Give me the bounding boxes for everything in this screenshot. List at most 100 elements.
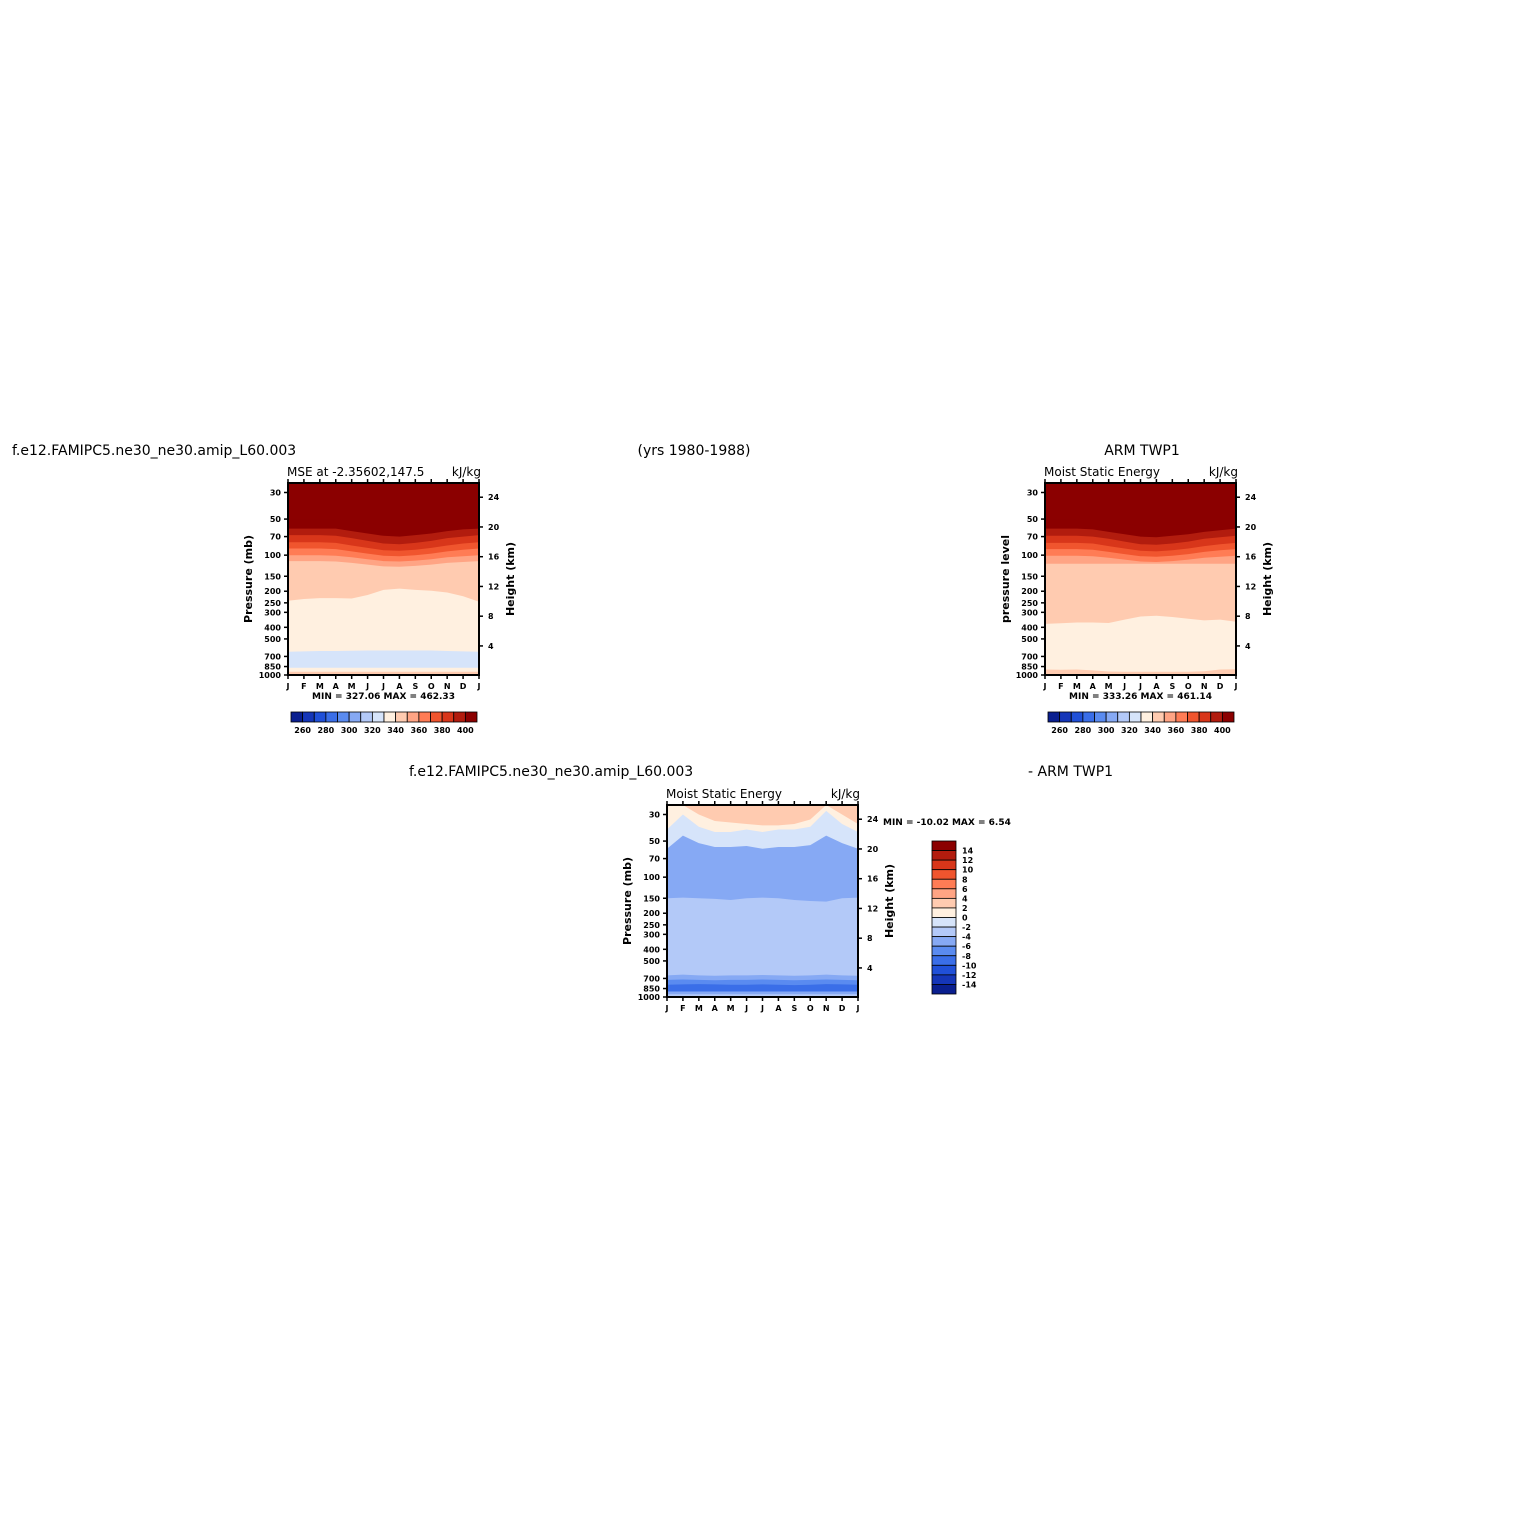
diff-colorbar-box — [931, 974, 957, 985]
diff-ytick-label: 70 — [649, 855, 661, 864]
diff-ytick-label: 400 — [643, 945, 660, 954]
model-ytick-label: 850 — [264, 663, 281, 672]
model-colorbar-box — [337, 711, 350, 723]
obs-xtick-label: S — [1169, 682, 1175, 691]
obs-colorbar-box — [1117, 711, 1130, 723]
diff-ytick-label: 150 — [643, 894, 660, 903]
obs-colorbar-box — [1140, 711, 1154, 723]
diff-xtick-label: J — [856, 1004, 860, 1013]
model-chart-title: MSE at -2.35602,147.5 — [287, 465, 424, 479]
model-colorbar-box — [464, 711, 478, 723]
diff-colorbar-box — [931, 888, 957, 899]
obs-ytick-label: 50 — [1027, 515, 1039, 524]
model-y2tick-label: 24 — [488, 493, 500, 502]
diff-xtick-label: F — [680, 1004, 685, 1013]
model-xtick-label: M — [348, 682, 356, 691]
diff-ytick-label: 50 — [649, 837, 661, 846]
model-xtick-label: J — [286, 682, 290, 691]
obs-y2tick-label: 8 — [1245, 612, 1251, 621]
model-y2tick-label: 8 — [488, 612, 494, 621]
obs-colorbar-box — [1187, 711, 1200, 723]
diff-panel: J F M A M J J A S O N D J305070100150200250300400500… — [621, 787, 1011, 1013]
diff-chart-title: Moist Static Energy — [666, 787, 782, 801]
diff-colorbar-box — [931, 840, 957, 851]
obs-xtick-label: N — [1201, 682, 1208, 691]
diff-y2tick-label: 8 — [867, 934, 873, 943]
obs-xtick-label: D — [1217, 682, 1224, 691]
obs-xtick-label: M — [1105, 682, 1113, 691]
model-ytick-label: 400 — [264, 623, 281, 632]
diff-colorbar-label: -14 — [962, 980, 977, 989]
diff-colorbar-box — [931, 984, 957, 995]
diff-ytick-label: 200 — [643, 909, 660, 918]
diff-y2tick-label: 4 — [867, 964, 873, 973]
diff-colorbar-label: -6 — [962, 942, 971, 951]
diff-ytick-label: 100 — [643, 873, 660, 882]
obs-xtick-label: J — [1138, 682, 1142, 691]
model-colorbar-box — [360, 711, 373, 723]
model-colorbar-label: 340 — [387, 726, 404, 735]
diff-colorbar-label: 4 — [962, 894, 968, 903]
model-ytick-label: 70 — [270, 533, 282, 542]
diff-xtick-label: A — [712, 1004, 719, 1013]
diff-colorbar-box — [931, 926, 957, 938]
diff-ytick-label: 1000 — [638, 993, 661, 1002]
obs-colorbar-label: 380 — [1191, 726, 1208, 735]
diff-y-axis-label: Pressure (mb) — [621, 857, 634, 945]
model-colorbar-box — [395, 711, 408, 723]
obs-ytick-label: 150 — [1021, 572, 1038, 581]
diff-contour-band-4 — [667, 897, 858, 997]
model-ytick-label: 30 — [270, 488, 282, 497]
diff-colorbar-box — [931, 850, 957, 861]
model-colorbar-label: 400 — [457, 726, 474, 735]
obs-colorbar-box — [1198, 711, 1212, 723]
diff-colorbar-label: 14 — [962, 847, 974, 856]
diff-xtick-label: A — [775, 1004, 782, 1013]
model-colorbar-box — [418, 711, 431, 723]
model-xtick-label: M — [316, 682, 324, 691]
model-colorbar-label: 380 — [434, 726, 451, 735]
diff-xtick-label: M — [695, 1004, 703, 1013]
diff-y2tick-label: 24 — [867, 815, 879, 824]
panel-left-title: f.e12.FAMIPC5.ne30_ne30.amip_L60.003 — [12, 443, 296, 459]
model-colorbar-label: 280 — [318, 726, 335, 735]
diff-colorbar-box — [931, 955, 957, 966]
diff-colorbar-box — [931, 897, 957, 909]
obs-xtick-label: O — [1185, 682, 1192, 691]
model-colorbar-box — [383, 711, 397, 723]
obs-contour-band-7 — [1045, 615, 1236, 675]
diff-colorbar-label: -10 — [962, 961, 977, 970]
obs-ytick-label: 300 — [1021, 608, 1038, 617]
diff-colorbar-label: 12 — [962, 856, 973, 865]
obs-colorbar-box — [1082, 711, 1095, 723]
obs-chart-title: Moist Static Energy — [1044, 465, 1160, 479]
model-ytick-label: 300 — [264, 608, 281, 617]
model-xtick-label: J — [365, 682, 369, 691]
diff-y2tick-label: 16 — [867, 875, 879, 884]
diff-colorbar-label: 0 — [962, 914, 968, 923]
panel-right-title: ARM TWP1 — [1104, 443, 1180, 459]
obs-y2tick-label: 4 — [1245, 642, 1251, 651]
obs-ytick-label: 70 — [1027, 533, 1039, 542]
obs-y2tick-label: 12 — [1245, 582, 1256, 591]
model-colorbar-label: 360 — [411, 726, 428, 735]
model-minmax-label: MIN = 327.06 MAX = 462.33 — [312, 692, 455, 702]
diff-colorbar-label: 8 — [962, 875, 968, 884]
model-xtick-label: S — [412, 682, 418, 691]
model-colorbar-box — [441, 711, 455, 723]
diff-colorbar-box — [931, 964, 957, 976]
obs-minmax-label: MIN = 333.26 MAX = 461.14 — [1069, 692, 1212, 702]
diff-colorbar-label: -12 — [962, 971, 976, 980]
obs-colorbar-box — [1070, 711, 1084, 723]
obs-colorbar-label: 280 — [1075, 726, 1092, 735]
obs-colorbar-label: 340 — [1144, 726, 1161, 735]
diff-colorbar-box — [931, 878, 957, 890]
model-y2tick-label: 16 — [488, 553, 500, 562]
obs-ytick-label: 500 — [1021, 635, 1038, 644]
diff-colorbar-box — [931, 869, 957, 880]
diff-ytick-label: 300 — [643, 930, 660, 939]
obs-colorbar-label: 360 — [1168, 726, 1185, 735]
model-units-label: kJ/kg — [452, 465, 481, 479]
diff-xtick-label: D — [839, 1004, 846, 1013]
